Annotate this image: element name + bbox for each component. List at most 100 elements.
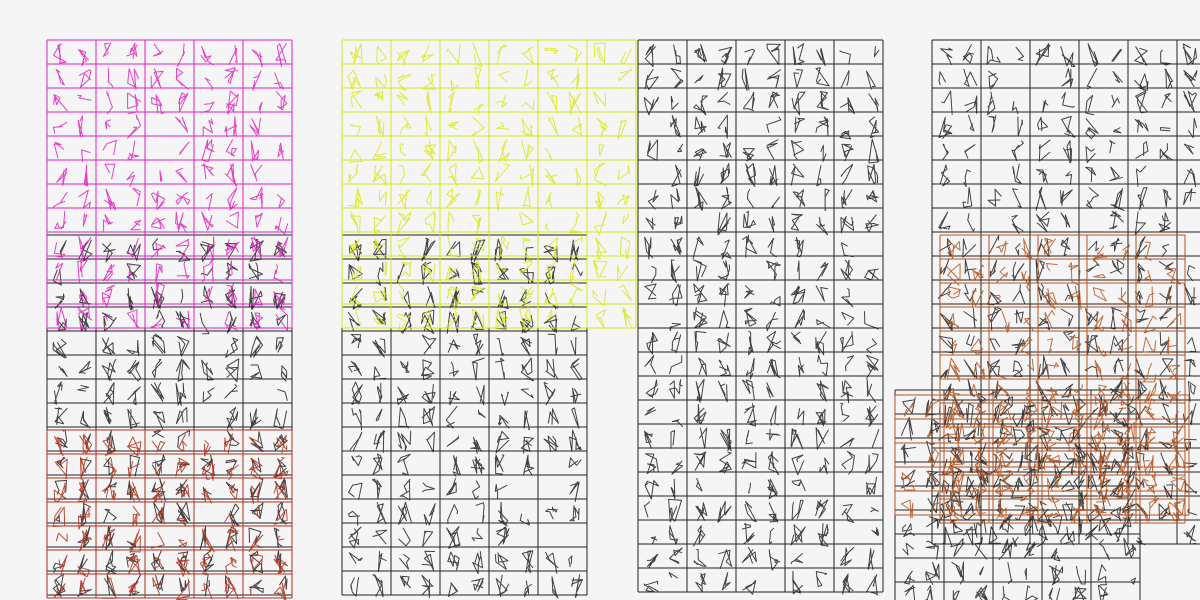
- scribble-mark: [226, 407, 239, 430]
- scribble-mark: [77, 385, 90, 392]
- scribble-mark: [692, 525, 706, 547]
- scribble-mark: [965, 476, 977, 499]
- scribble-mark: [201, 163, 214, 180]
- scribble-mark: [747, 188, 755, 209]
- scribble-mark: [995, 412, 1009, 427]
- scribble-mark: [645, 217, 656, 230]
- scribble-mark: [1084, 334, 1099, 356]
- scribble-mark: [1027, 358, 1035, 372]
- scribble-mark: [372, 478, 382, 500]
- scribble-mark: [717, 67, 732, 91]
- scribble-mark: [1045, 405, 1054, 431]
- scribble-mark: [224, 383, 238, 399]
- scribble-mark: [743, 210, 756, 229]
- scribble-mark: [103, 188, 116, 211]
- scribble-mark: [78, 312, 90, 332]
- scribble-mark: [127, 140, 140, 161]
- scribble-mark: [224, 116, 237, 138]
- scribble-mark: [1184, 358, 1196, 377]
- scribble-mark: [741, 452, 757, 470]
- scribble-mark: [867, 163, 879, 184]
- scribble-mark: [617, 164, 631, 180]
- scribble-mark: [52, 268, 62, 286]
- scribble-mark: [718, 549, 733, 570]
- scribble-mark: [670, 188, 681, 209]
- scribble-mark: [421, 334, 437, 355]
- scribble-mark: [53, 94, 68, 112]
- scribble-mark: [249, 579, 264, 594]
- scribble-mark: [1109, 335, 1124, 354]
- scribble-mark: [497, 414, 510, 429]
- scribble-mark: [1182, 403, 1197, 425]
- scribble-mark: [571, 407, 580, 429]
- scribble-mark: [1023, 467, 1039, 490]
- scribble-mark: [966, 334, 975, 346]
- scribble-mark: [1144, 382, 1157, 403]
- scribble-mark: [252, 70, 262, 91]
- scribble-mark: [1161, 243, 1170, 258]
- scribble-mark: [445, 265, 459, 282]
- scribble-mark: [273, 527, 283, 548]
- scribble-mark: [742, 379, 755, 401]
- scribble-mark: [520, 286, 535, 304]
- scribble-mark: [1183, 70, 1198, 88]
- scribble-mark: [423, 139, 436, 160]
- scribble-mark: [1025, 585, 1038, 600]
- scribble-mark: [975, 399, 987, 415]
- scribble-mark: [1134, 290, 1144, 305]
- scribble-mark: [1135, 165, 1147, 187]
- scribble-mark: [421, 482, 436, 493]
- scribble-mark: [962, 44, 975, 64]
- scribble-mark: [650, 536, 658, 545]
- scribble-mark: [619, 236, 631, 260]
- scribble-mark: [1001, 310, 1010, 333]
- scribble-mark: [176, 43, 185, 68]
- scribble-mark: [228, 44, 238, 66]
- scribble-mark: [175, 553, 191, 577]
- scribble-mark: [622, 213, 629, 225]
- scribble-mark: [868, 116, 880, 139]
- scribble-mark: [668, 572, 679, 579]
- scribble-mark: [986, 91, 996, 116]
- scribble-mark: [1123, 498, 1134, 517]
- scribble-mark: [695, 502, 708, 522]
- scribble-mark: [816, 48, 826, 67]
- scribble-mark: [1144, 241, 1152, 262]
- scribble-mark: [52, 573, 66, 598]
- scribble-mark: [546, 91, 558, 114]
- scribble-mark: [790, 285, 806, 305]
- scribble-mark: [743, 403, 757, 427]
- scribble-mark: [225, 337, 239, 358]
- scribble-mark: [349, 283, 361, 305]
- scribble-mark: [128, 263, 132, 283]
- scribble-mark: [373, 238, 387, 260]
- scribble-mark: [992, 404, 1000, 425]
- scribble-mark: [126, 480, 136, 501]
- scribble-mark: [249, 335, 264, 358]
- scribble-mark: [570, 358, 583, 381]
- scribble-mark: [1159, 143, 1173, 161]
- scribble-mark: [986, 45, 1001, 65]
- scribble-mark: [1060, 189, 1073, 207]
- scribble-mark: [107, 68, 114, 88]
- scribble-mark: [797, 408, 805, 426]
- scribble-mark: [967, 213, 976, 232]
- scribble-mark: [1086, 68, 1098, 90]
- scribble-mark: [902, 542, 915, 556]
- scribble-mark: [570, 315, 581, 331]
- scribble-mark: [941, 479, 950, 495]
- scribble-mark: [864, 311, 879, 330]
- scribble-mark: [201, 139, 215, 163]
- scribble-mark: [348, 552, 363, 564]
- scribble-mark: [520, 118, 534, 136]
- scribble-mark: [1062, 403, 1073, 426]
- scribble-mark: [397, 282, 404, 302]
- scribble-mark: [546, 259, 557, 278]
- scribble-mark: [1011, 140, 1024, 162]
- scribble-mark: [250, 164, 263, 182]
- scribble-mark: [994, 294, 1001, 300]
- scribble-mark: [523, 69, 533, 87]
- scribble-mark: [815, 116, 829, 137]
- scribble-mark: [447, 504, 459, 524]
- scribble-mark: [947, 240, 961, 259]
